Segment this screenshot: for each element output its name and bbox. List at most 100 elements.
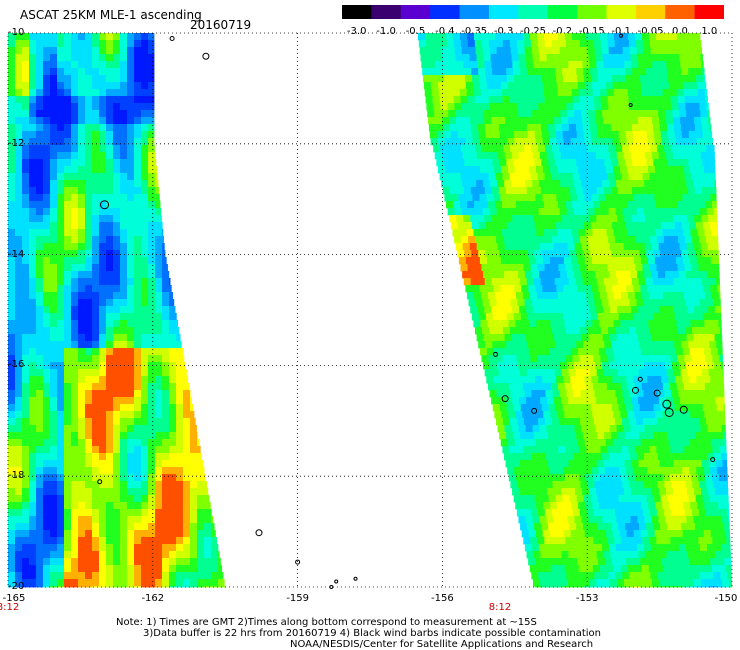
wind-cell (612, 285, 620, 293)
wind-cell (641, 320, 649, 328)
wind-cell (671, 544, 680, 552)
wind-cell (721, 334, 723, 342)
wind-cell (534, 159, 542, 167)
wind-data-cells (8, 33, 733, 588)
wind-cell (681, 131, 690, 139)
wind-cell (562, 432, 570, 440)
wind-cell (615, 145, 623, 153)
wind-cell (708, 306, 716, 314)
wind-cell (595, 334, 604, 342)
wind-cell (106, 285, 114, 293)
wind-cell (183, 572, 191, 580)
wind-cell (29, 509, 37, 517)
wind-cell (539, 579, 548, 587)
wind-cell (676, 502, 684, 510)
wind-cell (113, 124, 121, 132)
wind-cell (57, 544, 65, 552)
wind-cell (15, 565, 23, 573)
wind-cell (155, 341, 163, 349)
wind-cell (569, 68, 577, 76)
wind-cell (708, 187, 717, 195)
wind-cell (652, 369, 661, 377)
wind-cell (50, 82, 58, 90)
wind-cell (71, 334, 79, 342)
wind-cell (535, 558, 543, 566)
wind-cell (519, 488, 527, 496)
wind-cell (637, 334, 646, 342)
wind-cell (50, 418, 58, 426)
wind-cell (684, 509, 693, 517)
wind-cell (29, 278, 37, 286)
wind-cell (526, 117, 534, 125)
island-outline (631, 386, 639, 394)
wind-cell (176, 509, 184, 517)
wind-cell (577, 439, 586, 447)
wind-cell (644, 54, 652, 62)
wind-cell (113, 194, 121, 202)
wind-cell (680, 117, 688, 125)
wind-cell (645, 488, 653, 496)
wind-cell (726, 537, 731, 545)
wind-cell (580, 327, 588, 335)
wind-cell (15, 474, 23, 482)
wind-cell (548, 222, 557, 230)
wind-cell (558, 96, 566, 104)
wind-cell (36, 558, 44, 566)
wind-cell (15, 250, 23, 258)
wind-cell (569, 495, 578, 503)
wind-cell (22, 306, 30, 314)
wind-cell (633, 348, 642, 356)
wind-cell (718, 383, 725, 391)
wind-cell (619, 257, 628, 265)
wind-cell (512, 488, 520, 496)
wind-cell (657, 453, 666, 461)
wind-cell (190, 558, 198, 566)
wind-cell (602, 271, 610, 279)
wind-cell (499, 341, 507, 349)
wind-cell (614, 201, 622, 209)
wind-cell (50, 495, 58, 503)
wind-cell (134, 460, 142, 468)
wind-cell (534, 523, 542, 531)
wind-cell (458, 82, 467, 90)
wind-cell (148, 453, 156, 461)
wind-cell (106, 243, 114, 251)
wind-cell (657, 390, 665, 398)
wind-cell (78, 509, 86, 517)
wind-cell (621, 537, 629, 545)
wind-cell (675, 138, 683, 146)
wind-cell (707, 243, 716, 251)
wind-cell (679, 362, 687, 370)
wind-cell (483, 334, 492, 342)
wind-cell (507, 376, 515, 384)
wind-cell (78, 579, 86, 587)
wind-cell (703, 166, 712, 174)
wind-cell (99, 376, 107, 384)
wind-cell (29, 537, 37, 545)
wind-cell (134, 201, 142, 209)
wind-cell (696, 194, 704, 202)
wind-cell (704, 229, 712, 237)
wind-cell (141, 96, 149, 104)
wind-cell (57, 285, 65, 293)
wind-cell (197, 523, 205, 531)
wind-cell (727, 544, 731, 552)
wind-cell (15, 117, 23, 125)
wind-cell (611, 432, 619, 440)
wind-cell (536, 474, 545, 482)
wind-cell (478, 68, 486, 76)
wind-cell (120, 201, 128, 209)
wind-cell (684, 201, 692, 209)
wind-cell (456, 61, 464, 69)
wind-cell (691, 264, 699, 272)
wind-cell (718, 320, 722, 328)
wind-cell (500, 376, 508, 384)
wind-cell (675, 530, 684, 538)
wind-cell (15, 453, 23, 461)
wind-cell (658, 334, 667, 342)
wind-cell (162, 474, 170, 482)
wind-cell (540, 488, 548, 496)
wind-cell (514, 75, 522, 83)
wind-cell (630, 579, 639, 587)
wind-cell (645, 460, 653, 468)
